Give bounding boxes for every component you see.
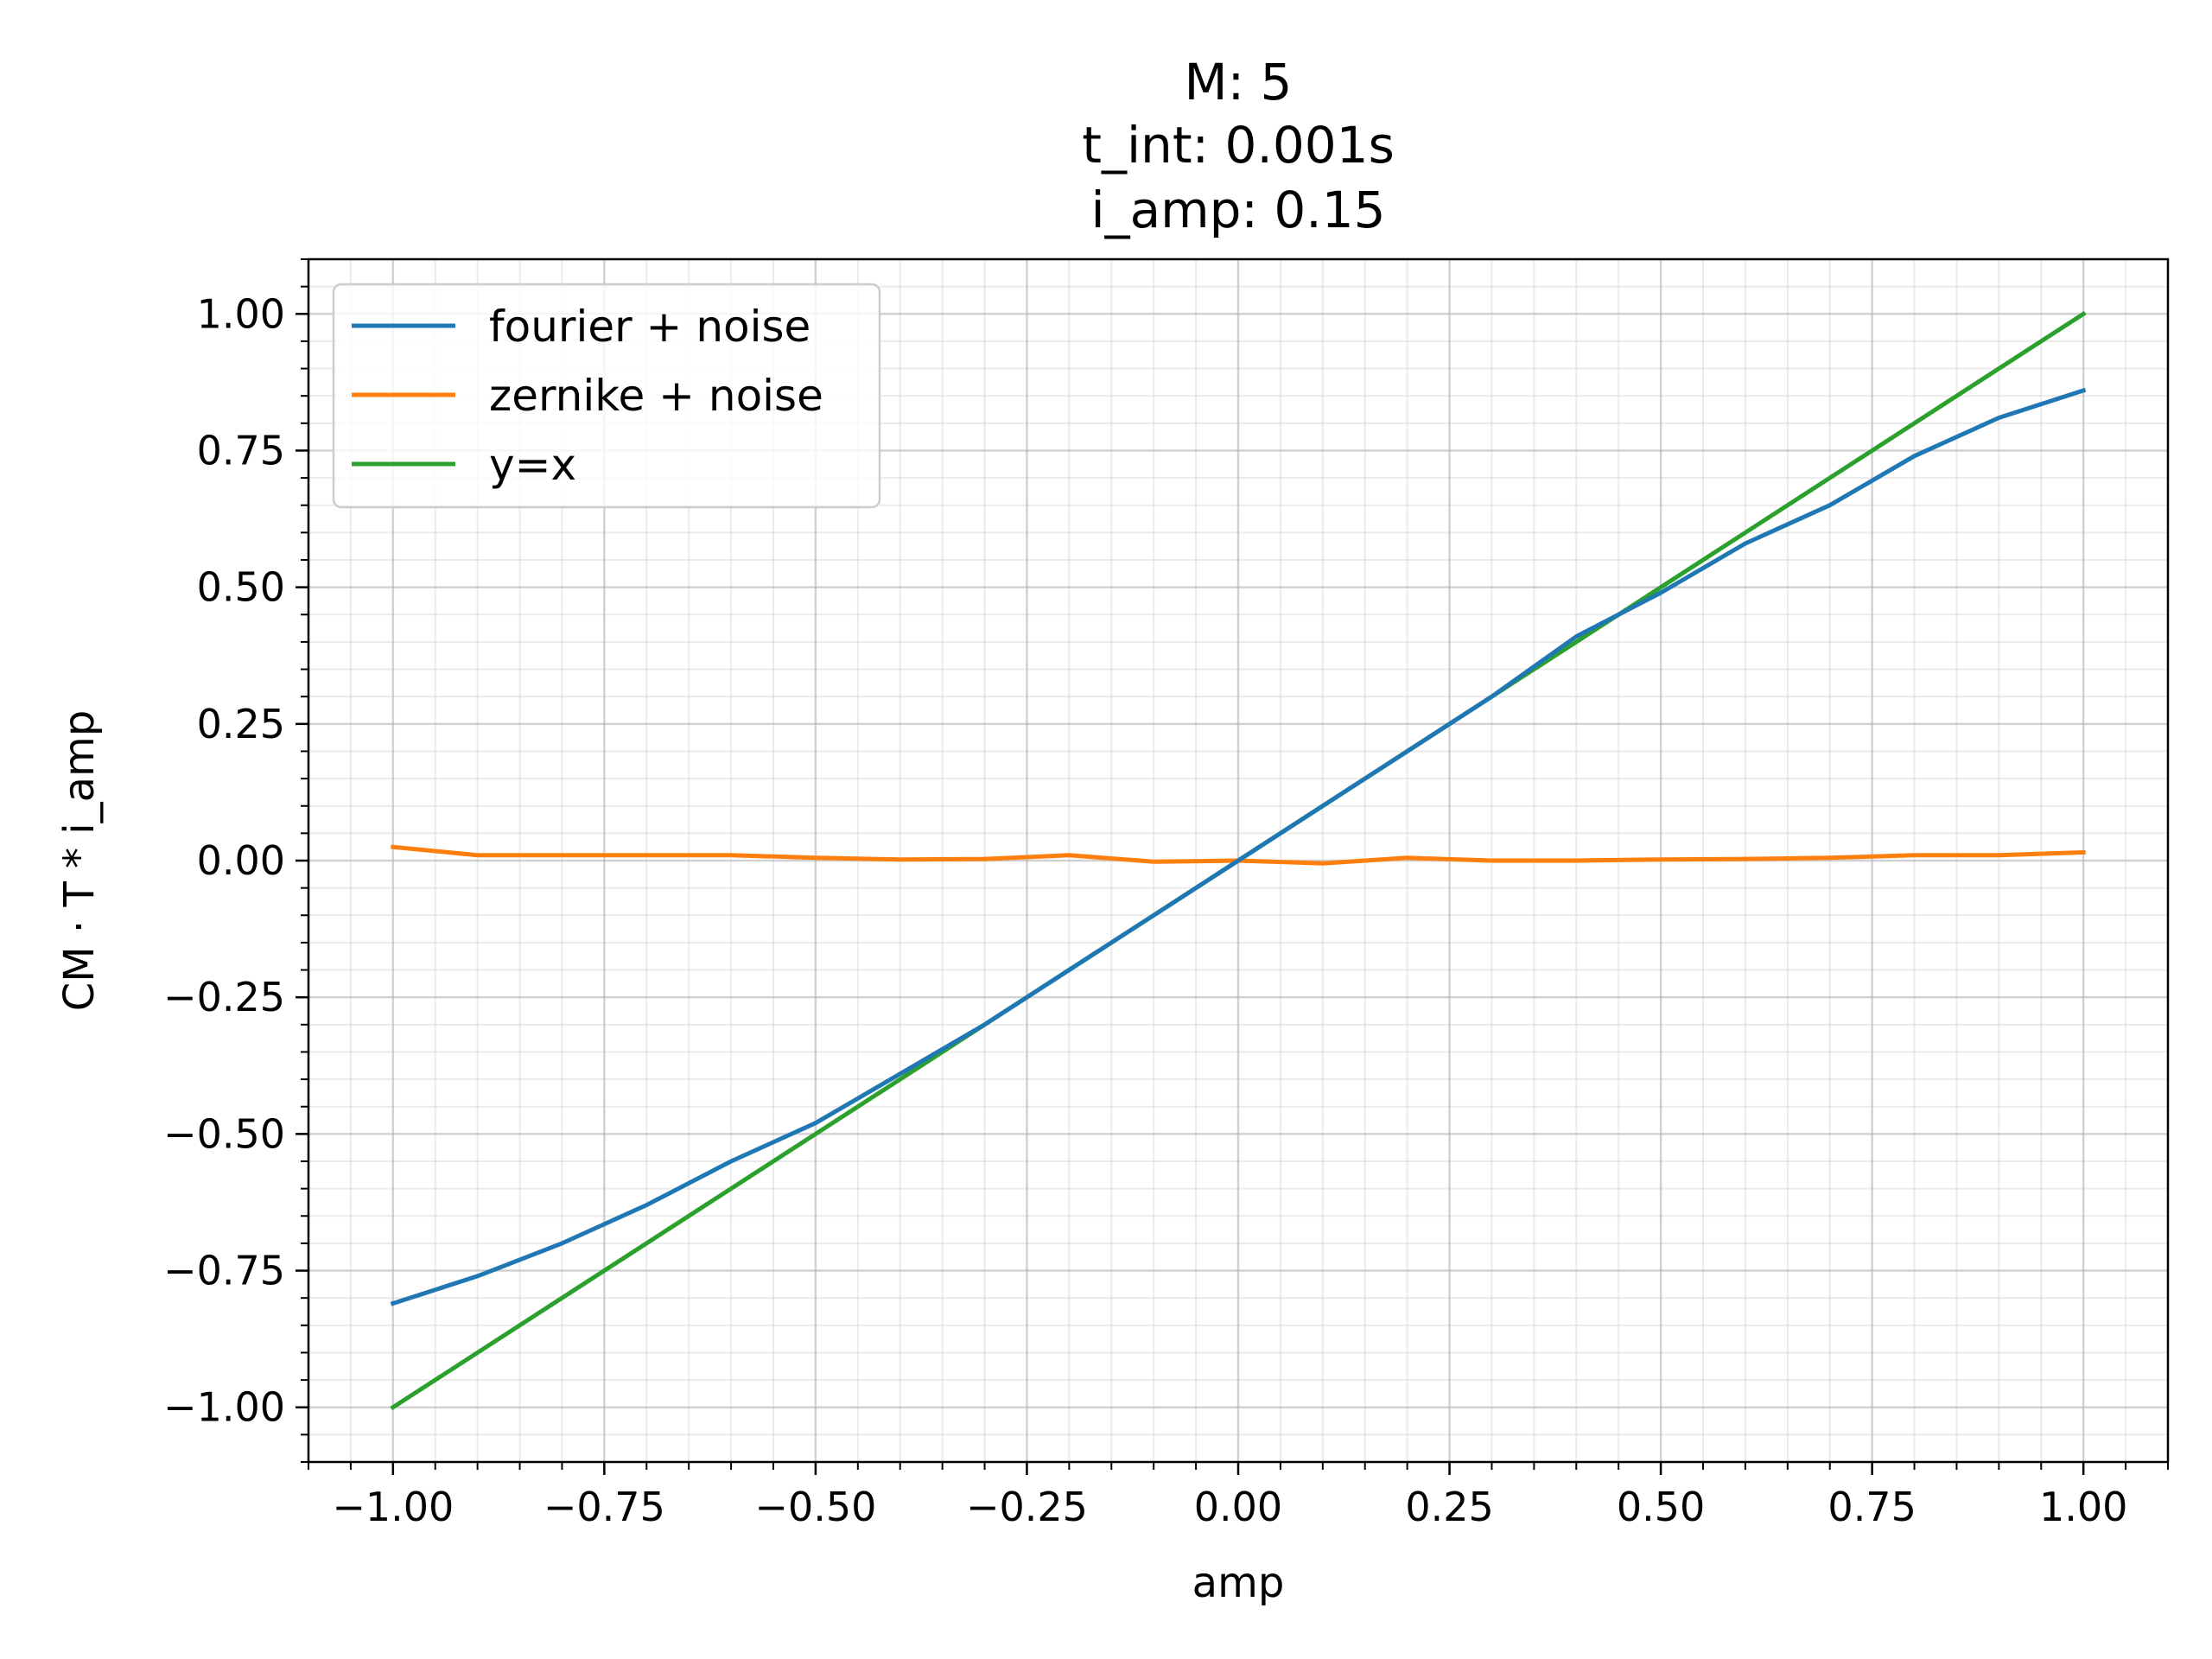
x-tick-label: 1.00 <box>2039 1484 2127 1530</box>
chart-title: M: 5 t_int: 0.001s i_amp: 0.15 <box>1082 53 1395 239</box>
x-tick-label: −0.75 <box>543 1484 665 1530</box>
title-line-2: t_int: 0.001s <box>1082 116 1395 175</box>
legend-label-fourier-noise: fourier + noise <box>489 302 810 352</box>
y-tick-label: 0.25 <box>197 701 285 747</box>
y-tick-label: −0.50 <box>163 1110 285 1157</box>
legend-label-zernike-noise: zernike + noise <box>489 371 823 421</box>
x-tick-label: −0.50 <box>754 1484 876 1530</box>
x-tick-label: 0.75 <box>1827 1484 1916 1530</box>
x-tick-label: 0.25 <box>1405 1484 1493 1530</box>
axis-ticks: −1.00 −0.75 −0.50 −0.25 0.00 0.25 0.50 0.75 1.00… <box>163 258 2169 1530</box>
grid <box>308 258 2169 1463</box>
x-tick-label: 0.50 <box>1617 1484 1705 1530</box>
x-axis-label: amp <box>1192 1559 1285 1607</box>
x-tick-label: −0.25 <box>966 1484 1088 1530</box>
y-axis-label: CM · T * i_amp <box>55 710 104 1012</box>
title-line-3: i_amp: 0.15 <box>1090 181 1385 239</box>
legend-entries: fourier + noise zernike + noise y=x <box>352 302 823 490</box>
y-tick-label: 1.00 <box>197 290 285 337</box>
title-line-1: M: 5 <box>1185 53 1293 111</box>
legend: fourier + noise zernike + noise y=x <box>332 283 881 509</box>
y-tick-label: 0.00 <box>197 837 285 884</box>
y-tick-label: −0.25 <box>163 974 285 1020</box>
series-line-fourier-noise <box>390 387 2087 1306</box>
plot-series <box>390 310 2087 1411</box>
x-tick-label: 0.00 <box>1194 1484 1282 1530</box>
legend-label-y-x: y=x <box>489 440 576 490</box>
x-tick-label: −1.00 <box>332 1484 454 1530</box>
y-tick-label: −1.00 <box>163 1384 285 1431</box>
y-tick-label: 0.75 <box>197 427 285 474</box>
y-tick-label: 0.50 <box>197 564 285 611</box>
y-tick-label: −0.75 <box>163 1248 285 1294</box>
legend-box <box>332 283 881 509</box>
